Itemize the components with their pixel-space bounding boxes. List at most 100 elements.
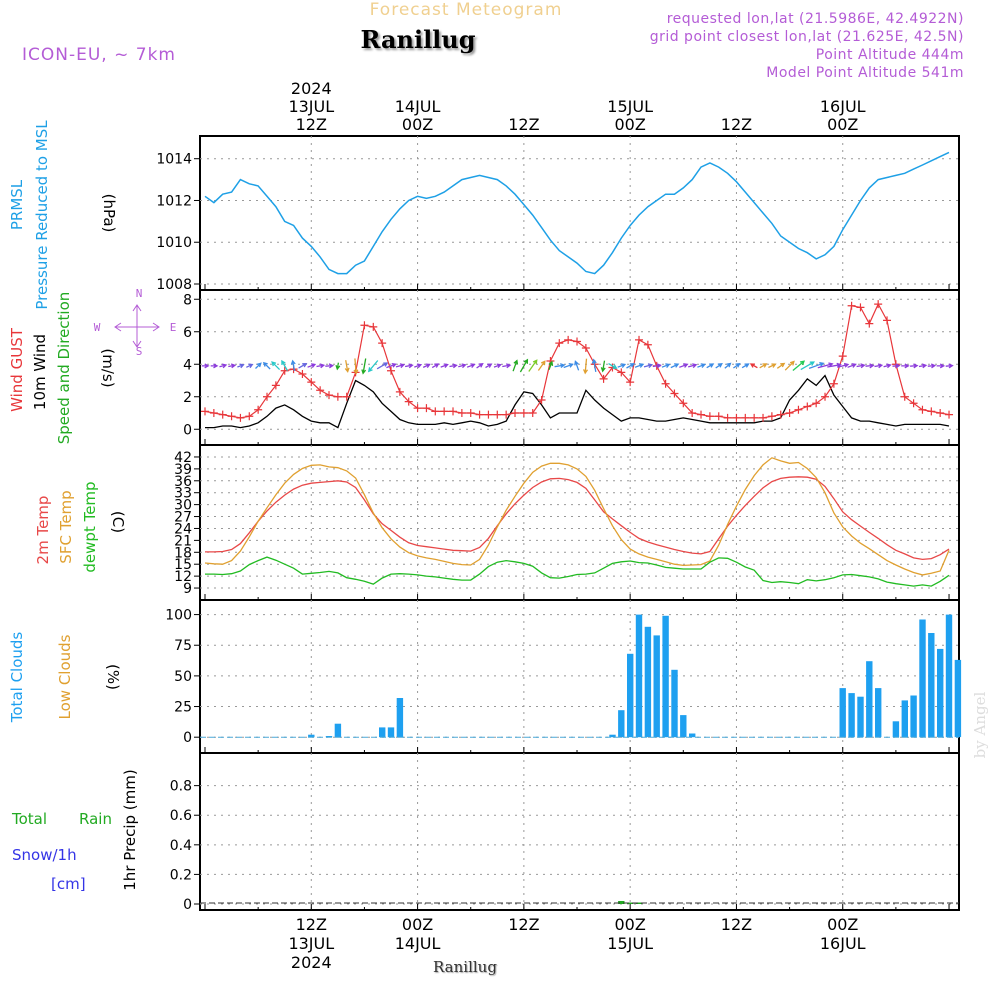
cloud-bar [379,727,386,738]
time-label-bottom: 00Z [827,915,858,934]
watermark: by Angel [971,691,989,758]
wind-direction-arrow [733,363,741,369]
y-tick-label: 1010 [156,235,192,251]
wind-direction-arrow [458,363,467,369]
wind-direction-arrow [688,363,698,369]
wind-direction-arrow [583,358,589,375]
rain-bar [635,902,643,904]
y-tick-label: 1012 [156,193,192,209]
wind-direction-arrow [837,362,850,368]
location-title: Ranillug [360,25,475,54]
compass-w: W [94,321,101,334]
wind-direction-arrow [325,363,335,369]
gust-marker [298,370,307,378]
cloud-bar [945,614,953,738]
wind-speed-line [205,374,950,429]
gust-marker [280,366,289,375]
gust-marker [236,413,245,422]
gust-marker [342,392,351,401]
wind-direction-arrow [808,362,825,370]
wind-direction-arrow [910,363,919,369]
y-tick-label: 6 [183,325,192,341]
time-label-bottom: 15JUL [607,934,653,953]
wind-direction-arrow [414,363,423,369]
cloud-bar [671,669,678,738]
gust-marker [493,410,502,419]
wind-direction-arrow [281,359,289,372]
wind-direction-arrow [927,363,937,369]
wind-direction-arrow [335,362,341,371]
wind-direction-arrow [449,363,458,369]
gust-marker [803,402,812,411]
gust-marker [750,413,759,422]
gust-marker [537,396,546,404]
clouds-unit: (%) [104,664,122,690]
gust-marker [741,413,750,422]
wind-direction-arrow [901,363,910,369]
gust-marker [360,321,369,330]
wind-direction-arrow [237,363,245,369]
gust-marker [776,410,785,419]
gust-marker [316,386,325,395]
y-tick-label: 50 [174,669,192,685]
wind-direction-arrow [759,363,768,369]
gust-marker [900,392,909,401]
time-label-top: 16JUL [820,97,866,116]
y-tick-label: 25 [174,700,192,716]
wind-direction-arrow [918,363,928,369]
wind-direction-arrow [493,363,502,369]
gust-marker [201,407,209,416]
wind-direction-arrow [856,363,866,369]
gust-marker [573,337,582,346]
precip-axis-label: 1hr Precip (mm) [121,769,139,890]
panel-frame-precip [199,752,960,911]
gust-marker [643,340,652,349]
wind-direction-label: Speed and Direction [55,292,73,445]
gust-marker [883,316,892,325]
footer-location: Ranillug [433,958,497,976]
wind-direction-arrow [367,360,379,373]
y-tick-label: 75 [174,638,192,654]
gust-marker [404,397,413,406]
cloud-bar [635,614,643,738]
time-label-top: 15JUL [607,97,653,116]
y-tick-label: 0 [183,730,192,746]
gridpoint-coords: grid point closest lon,lat (21.625E, 42.… [650,29,964,45]
gust-marker [528,409,537,417]
gust-marker [927,407,936,416]
product-title: Forecast Meteogram [370,0,563,20]
time-label-bottom: 13JUL [288,934,334,953]
wind-direction-arrow [608,363,618,369]
wind-direction-arrow [817,362,834,369]
cloud-bar [848,693,855,738]
precip-snow-unit: [cm] [51,875,86,893]
pressure-label-2: Pressure Reduced to MSL [33,120,51,310]
cloud-bar [901,700,908,738]
wind-10m-label: 10m Wind [31,334,49,410]
wind-direction-arrow [537,360,546,371]
cloud-bar [334,723,342,738]
pressure-label: PRMSL [8,179,26,230]
compass-s: S [136,345,143,358]
wind-direction-arrow [679,363,689,368]
gust-marker [679,399,688,408]
point-altitude: Point Altitude 444m [816,47,964,63]
time-label-top: 12Z [721,115,752,134]
gust-marker [617,368,626,377]
wind-direction-arrow [883,363,892,369]
time-label-top: 2024 [291,79,332,98]
wind-direction-arrow [784,360,795,371]
time-label-bottom: 12Z [296,915,327,934]
gust-marker [555,339,564,348]
cloud-bar [937,648,944,738]
cloud-bar [680,715,687,738]
wind-direction-arrow [271,361,281,371]
gust-marker [387,366,396,375]
wind-direction-arrow [697,363,706,369]
gust-marker [263,392,272,401]
rain-bar [618,901,625,904]
dewpt-temp-line [205,556,950,587]
gust-marker [369,322,378,331]
wind-direction-arrow [228,363,237,369]
